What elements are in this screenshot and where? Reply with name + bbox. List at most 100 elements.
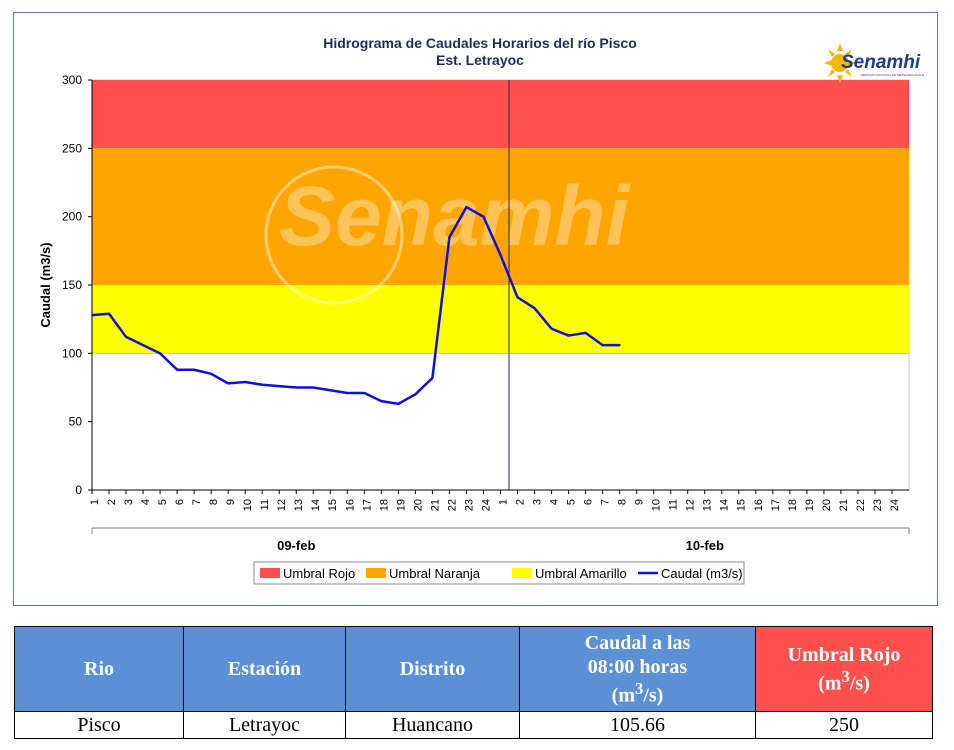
data-point <box>295 386 298 389</box>
chart-frame: Senamhi 0 50 100 150 200 250 300 Caudal (m3/s) 1 2… <box>13 12 954 606</box>
x-tick-label: 7 <box>191 499 203 505</box>
data-point <box>363 391 366 394</box>
logo-tagline: SERVICIO NACIONAL DE METEOROLOGÍA E HIDR… <box>861 72 924 77</box>
header-distrito: Distrito <box>345 626 520 712</box>
x-tick-label: 24 <box>889 499 901 511</box>
x-tick-label: 12 <box>685 499 697 511</box>
senamhi-logo: Senamhi SERVICIO NACIONAL DE METEOROLOGÍ… <box>824 41 954 87</box>
data-point <box>193 368 196 371</box>
logo-text: Senamhi <box>841 52 921 73</box>
x-tick-label: 5 <box>566 499 578 505</box>
data-point <box>329 389 332 392</box>
x-tick-label: 23 <box>872 499 884 511</box>
series-line-caudal <box>91 205 620 406</box>
cell-estacion: Letrayoc <box>183 711 346 739</box>
header-umbral-rojo: Umbral Rojo (m3/s) <box>755 626 933 712</box>
x-tick-label: 23 <box>463 499 475 511</box>
chart-subtitle: Est. Letrayoc <box>436 52 524 68</box>
data-point <box>125 335 128 338</box>
legend-item-caudal-label: Caudal (m3/s) <box>661 566 743 581</box>
header-caudal-unit-sup: 3 <box>635 678 644 698</box>
data-point <box>380 400 383 403</box>
header-umbral-line1: Umbral Rojo <box>787 643 901 666</box>
x-tick-label: 17 <box>770 499 782 511</box>
band-umbral-rojo <box>92 80 909 149</box>
data-point <box>91 314 93 317</box>
table-row: Pisco Letrayoc Huancano 105.66 250 <box>14 711 933 739</box>
x-tick-label: 10 <box>242 499 254 511</box>
x-tick-label: 9 <box>225 499 237 505</box>
day-label: 10-feb <box>686 538 724 553</box>
data-point <box>465 206 468 209</box>
band-umbral-amarillo <box>92 285 909 354</box>
legend-item-naranja-label: Umbral Naranja <box>389 566 481 581</box>
x-tick-label: 11 <box>259 499 271 510</box>
data-point <box>584 331 587 334</box>
y-tick-label: 100 <box>62 346 82 360</box>
data-point <box>601 344 604 347</box>
cell-distrito: Huancano <box>345 711 520 739</box>
data-point <box>108 312 111 315</box>
data-point <box>261 383 264 386</box>
data-point <box>142 344 145 347</box>
header-umbral-unit-post: /s) <box>849 672 870 695</box>
x-tick-label: 19 <box>804 499 816 511</box>
band-umbral-naranja <box>92 148 909 285</box>
x-tick-label: 11 <box>668 499 680 510</box>
data-point <box>278 385 281 388</box>
x-tick-label: 1 <box>89 499 101 505</box>
x-tick-label: 18 <box>787 499 799 511</box>
x-tick-label: 17 <box>361 499 373 511</box>
x-tick-label: 4 <box>549 499 561 505</box>
data-point <box>176 368 179 371</box>
header-umbral-unit-pre: (m <box>818 672 842 695</box>
y-tick-label: 150 <box>62 278 82 292</box>
x-tick-label: 12 <box>276 499 288 511</box>
x-tick-label: 24 <box>480 499 492 511</box>
x-tick-label: 20 <box>412 499 424 511</box>
x-tick-label: 16 <box>344 499 356 511</box>
y-tick-label: 200 <box>62 210 82 224</box>
x-tick-label: 8 <box>617 499 629 505</box>
x-tick-label: 20 <box>821 499 833 511</box>
x-tick-label: 1 <box>497 499 509 505</box>
x-tick-label: 18 <box>378 499 390 511</box>
legend-box <box>253 561 745 585</box>
chart-title: Hidrograma de Caudales Horarios del río … <box>323 35 637 51</box>
header-umbral-unit-sup: 3 <box>841 666 850 686</box>
x-tick-label: 13 <box>293 499 305 511</box>
data-point <box>567 334 570 337</box>
x-tick-label: 6 <box>583 499 595 505</box>
x-tick-label: 13 <box>702 499 714 511</box>
x-tick-label: 2 <box>514 499 526 505</box>
cell-caudal: 105.66 <box>519 711 756 739</box>
x-tick-label: 3 <box>531 499 543 505</box>
data-point <box>159 352 162 355</box>
data-point <box>414 393 417 396</box>
legend-item-rojo-label: Umbral Rojo <box>283 566 355 581</box>
data-point <box>448 236 451 239</box>
y-tick-label: 250 <box>62 141 82 155</box>
x-tick-label: 22 <box>855 499 867 511</box>
y-tick-label: 300 <box>62 73 82 87</box>
x-tick-label: 19 <box>395 499 407 511</box>
x-tick-label: 2 <box>106 499 118 505</box>
header-estacion: Estación <box>183 626 346 712</box>
header-caudal-line2: 08:00 horas <box>587 655 688 678</box>
data-point <box>516 296 519 299</box>
x-tick-label: 15 <box>736 499 748 511</box>
x-tick-label: 16 <box>753 499 765 511</box>
data-point <box>550 327 553 330</box>
watermark-sun <box>264 165 404 305</box>
header-caudal-unit-post: /s) <box>643 684 664 707</box>
header-caudal-line1: Caudal a las <box>584 631 691 654</box>
x-tick-label: 5 <box>157 499 169 505</box>
x-tick-label: 14 <box>719 499 731 511</box>
data-point <box>227 382 230 385</box>
x-tick-label: 9 <box>634 499 646 505</box>
legend-item-amarillo-label: Umbral Amarillo <box>535 566 627 581</box>
x-tick-label: 7 <box>600 499 612 505</box>
x-tick-label: 22 <box>446 499 458 511</box>
header-rio: Rio <box>14 626 184 712</box>
